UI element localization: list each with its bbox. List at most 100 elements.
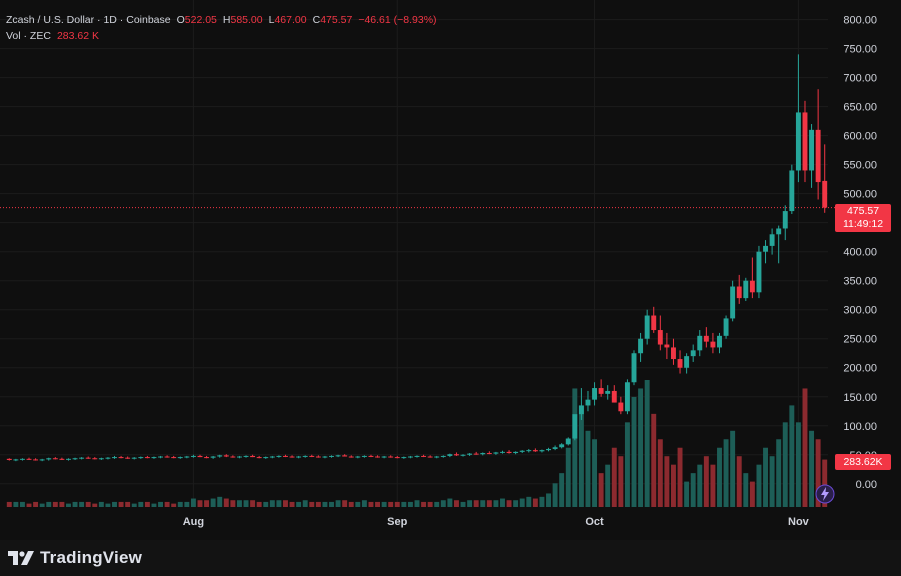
candle	[480, 452, 486, 456]
volume-bar	[480, 500, 486, 507]
volume-bar	[269, 500, 275, 507]
candle-body	[749, 280, 755, 293]
candle	[795, 54, 801, 183]
candle-body	[473, 453, 479, 455]
candle-body	[39, 459, 45, 461]
candle-body	[815, 129, 821, 183]
volume-bar	[769, 456, 775, 507]
volume-bar	[289, 501, 295, 507]
candle	[223, 454, 229, 458]
volume-bar	[98, 501, 104, 507]
candle	[565, 437, 571, 446]
candle	[315, 455, 321, 458]
time-tick-label: Oct	[585, 516, 604, 528]
volume-label[interactable]: Vol · ZEC	[6, 30, 51, 42]
volume-bar	[506, 500, 512, 507]
candle	[361, 455, 367, 458]
price-tick-label: 0.00	[856, 479, 877, 491]
volume-bar	[789, 405, 795, 507]
volume-bar	[236, 500, 242, 507]
volume-bar	[493, 500, 499, 507]
candle-body	[723, 318, 729, 336]
candle	[460, 454, 466, 457]
candle	[453, 452, 459, 456]
candle	[782, 205, 788, 241]
interval[interactable]: 1D	[103, 14, 117, 26]
price-axis[interactable]: 800.00 750.00 700.00 650.00 600.00 550.00 500.…	[843, 15, 877, 491]
candle	[763, 240, 768, 264]
candle	[144, 455, 150, 459]
candle	[697, 330, 703, 357]
candle-body	[565, 438, 571, 445]
volume-bar	[684, 481, 690, 507]
volume-bar	[204, 500, 210, 507]
candle-body	[697, 335, 703, 351]
lightning-icon[interactable]	[815, 484, 835, 504]
candle	[131, 457, 137, 460]
volume-bar	[532, 498, 538, 507]
volume-bar	[256, 501, 262, 507]
tradingview-logo[interactable]: TradingView	[8, 548, 142, 568]
candle	[79, 457, 85, 460]
volume-bar	[322, 501, 328, 507]
candle-body	[289, 456, 295, 458]
volume-bar	[776, 439, 782, 507]
candle-body	[315, 456, 321, 458]
volume-bar	[749, 481, 755, 507]
candle-body	[394, 457, 400, 459]
volume-bar	[368, 501, 374, 507]
candle	[375, 455, 381, 458]
volume-bar	[164, 501, 170, 507]
volume-bar	[388, 501, 394, 507]
bar-countdown: 11:49:12	[842, 218, 884, 230]
volume-bar	[223, 498, 229, 507]
volume-bar	[611, 447, 617, 507]
volume-bar	[782, 422, 788, 507]
volume-bar	[138, 501, 144, 507]
volume-bar	[539, 496, 545, 507]
candle	[710, 332, 716, 354]
candle-body	[72, 458, 78, 460]
chart-legend: Zcash / U.S. Dollar · 1D · Coinbase O 52…	[6, 12, 437, 44]
candle-body	[118, 457, 124, 459]
candle-body	[776, 228, 782, 235]
candle	[743, 277, 749, 302]
volume-bar	[605, 464, 611, 507]
volume-bar	[401, 501, 407, 507]
price-chart[interactable]: 800.00 750.00 700.00 650.00 600.00 550.00 500.…	[0, 0, 901, 540]
candle	[6, 458, 12, 461]
volume-bar	[190, 498, 196, 507]
candle-body	[421, 455, 427, 457]
volume-bar	[72, 501, 78, 507]
candle-body	[822, 180, 828, 208]
candle	[177, 456, 183, 459]
candle	[532, 448, 538, 452]
volume-bars	[6, 380, 828, 507]
candle	[112, 455, 117, 459]
candle-body	[644, 315, 650, 339]
volume-bar	[59, 501, 65, 507]
candle-body	[302, 455, 308, 457]
symbol-name[interactable]: Zcash / U.S. Dollar	[6, 14, 95, 26]
candle	[598, 379, 604, 397]
candle-body	[769, 234, 775, 246]
candle-body	[532, 450, 538, 452]
volume-bar	[177, 501, 183, 507]
volume-bar	[651, 413, 657, 507]
candle-body	[782, 211, 788, 229]
time-axis[interactable]: Aug Sep Oct Nov	[183, 516, 810, 528]
candle	[283, 454, 288, 458]
candle	[677, 350, 683, 374]
volume-bar	[559, 473, 565, 507]
price-tick-label: 350.00	[843, 276, 877, 288]
change-value: −46.61 (−8.93%)	[358, 14, 437, 26]
volume-bar	[85, 501, 91, 507]
candle-body	[13, 459, 19, 461]
candle	[184, 455, 190, 459]
candle-body	[210, 456, 216, 458]
candle	[407, 455, 413, 459]
candle	[657, 315, 663, 351]
candle	[651, 306, 657, 333]
candle	[355, 455, 361, 459]
